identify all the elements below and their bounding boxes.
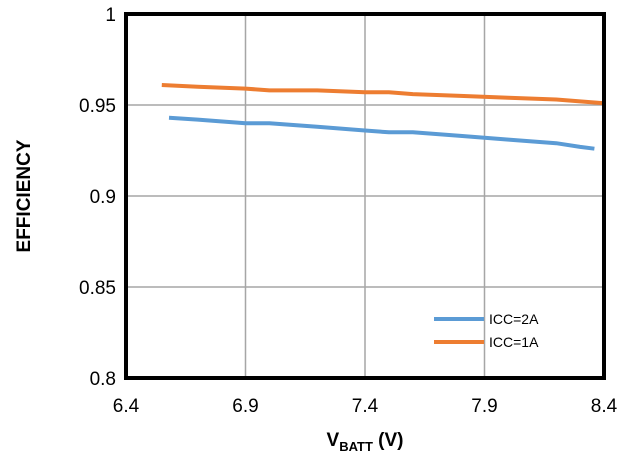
x-axis-title-main: V	[327, 430, 340, 451]
legend-label-2: ICC=1A	[489, 334, 539, 350]
legend-label-1: ICC=2A	[489, 311, 539, 327]
x-axis-ticks: 6.4 6.9 7.4 7.9 8.4	[113, 396, 618, 417]
x-tick-label: 7.4	[352, 396, 379, 417]
y-tick-label: 0.9	[90, 187, 116, 208]
y-tick-label: 0.85	[79, 278, 116, 299]
y-tick-label: 0.8	[90, 369, 116, 390]
x-axis-title-subscript: BATT	[339, 439, 373, 454]
x-axis-title: VBATT (V)	[327, 430, 404, 454]
series-line-1	[168, 115, 595, 151]
x-tick-label: 8.4	[591, 396, 618, 417]
x-tick-label: 7.9	[471, 396, 497, 417]
legend: ICC=2A ICC=1A	[434, 311, 539, 350]
plot-area-frame	[124, 12, 606, 380]
x-tick-label: 6.9	[232, 396, 258, 417]
y-axis-title: EFFICIENCY	[14, 139, 35, 252]
series-line-2	[161, 83, 605, 106]
y-tick-label: 1	[105, 5, 116, 26]
y-axis-ticks: 0.8 0.85 0.9 0.95 1	[79, 5, 116, 390]
series-lines	[161, 83, 605, 151]
y-tick-label: 0.95	[79, 96, 116, 117]
x-axis-title-unit: (V)	[373, 430, 404, 451]
x-tick-label: 6.4	[113, 396, 140, 417]
